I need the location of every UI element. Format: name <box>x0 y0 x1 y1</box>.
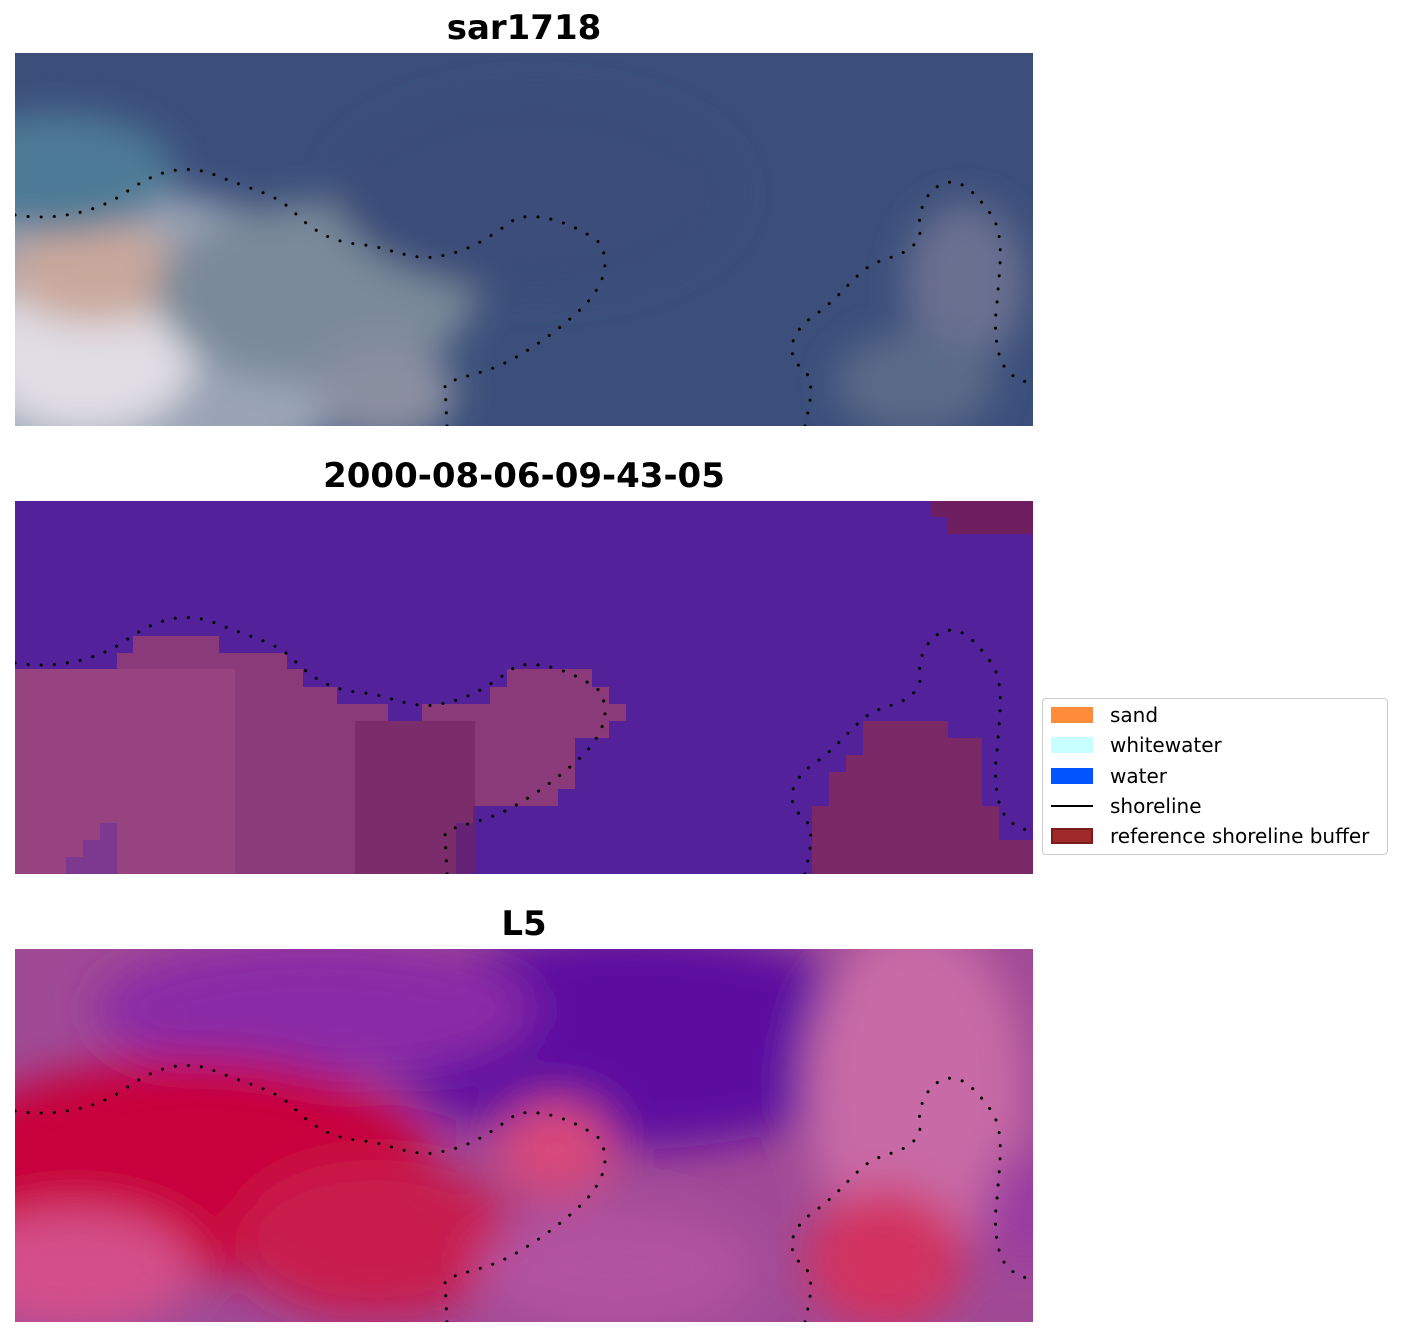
buffer-region-right <box>812 721 1033 874</box>
index-image-panel <box>15 949 1033 1322</box>
buffer-region-corner <box>931 501 1033 534</box>
legend-label-sand: sand <box>1110 703 1159 727</box>
legend: sand whitewater water shoreline referenc… <box>1042 698 1388 855</box>
whitewater-swatch <box>1051 737 1093 753</box>
legend-item-shoreline: shoreline <box>1051 795 1202 817</box>
buffer-swatch <box>1051 828 1093 844</box>
legend-label-whitewater: whitewater <box>1110 733 1222 757</box>
legend-item-water: water <box>1051 765 1167 787</box>
shoreline-line-sample <box>1051 805 1093 807</box>
legend-item-buffer: reference shoreline buffer <box>1051 825 1369 847</box>
sand-swatch <box>1051 707 1093 723</box>
legend-item-whitewater: whitewater <box>1051 734 1222 756</box>
legend-label-water: water <box>1110 764 1167 788</box>
legend-item-sand: sand <box>1051 704 1158 726</box>
panel-title-date: 2000-08-06-09-43-05 <box>323 456 725 496</box>
panel-title-rgb: sar1718 <box>446 8 602 48</box>
classified-image-panel <box>15 501 1033 874</box>
panel-title-satellite: L5 <box>501 904 547 944</box>
legend-label-buffer: reference shoreline buffer <box>1110 824 1370 848</box>
water-swatch <box>1051 768 1093 784</box>
rgb-image <box>15 53 1033 426</box>
rgb-image-panel <box>15 53 1033 426</box>
legend-label-shoreline: shoreline <box>1110 794 1202 818</box>
classified-image <box>15 501 1033 874</box>
index-image <box>15 949 1033 1322</box>
